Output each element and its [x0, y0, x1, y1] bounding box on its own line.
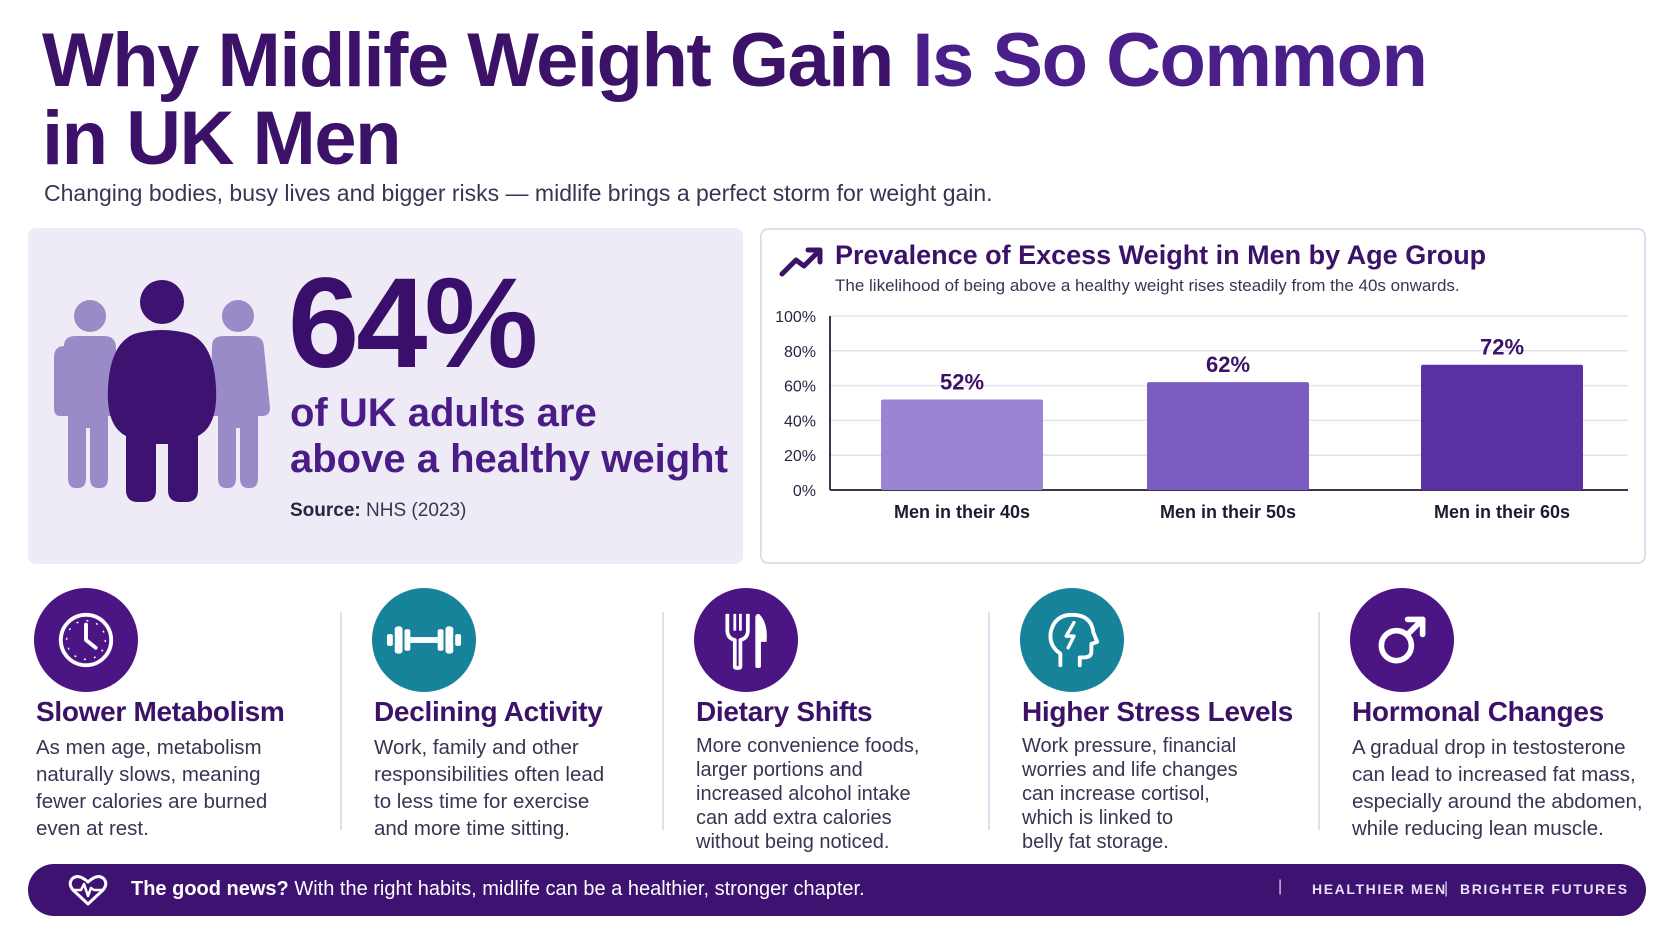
- clock-icon: [34, 588, 138, 692]
- factor-line: and more time sitting.: [374, 817, 570, 840]
- stat-line1: of UK adults are: [290, 391, 597, 435]
- factor-card: Dietary Shifts More convenience foods, lar…: [694, 588, 984, 856]
- factor-description: As men age, metabolism naturally slows, m…: [36, 734, 267, 842]
- factor-description: A gradual drop in testosterone can lead t…: [1352, 734, 1643, 842]
- factor-title: Declining Activity: [374, 696, 603, 727]
- factor-line: which is linked to: [1022, 807, 1174, 829]
- chart-title: Prevalence of Excess Weight in Men by Ag…: [835, 240, 1487, 270]
- factor-line: can lead to increased fat mass,: [1352, 763, 1636, 786]
- dumbbell-icon: [372, 588, 476, 692]
- bar-chart: 0% 20% 40% 60% 80% 100% 52% Men in their 40s 62%…: [775, 309, 1628, 522]
- factor-card: Higher Stress Levels Work pressure, finan…: [1020, 588, 1310, 856]
- factor-divider: [340, 612, 342, 830]
- page-subtitle: Changing bodies, busy lives and bigger r…: [44, 180, 993, 206]
- factor-line: larger portions and: [696, 759, 863, 781]
- factor-title: Slower Metabolism: [36, 696, 285, 727]
- factor-line: Work, family and other: [374, 736, 579, 759]
- factor-line: to less time for exercise: [374, 790, 590, 813]
- banner-tag-brighter: BRIGHTER FUTURES: [1460, 881, 1629, 897]
- factor-line: More convenience foods,: [696, 735, 920, 757]
- chart-card: Prevalence of Excess Weight in Men by Ag…: [760, 228, 1646, 564]
- y-tick-label: 60%: [784, 379, 816, 396]
- factor-line: can add extra calories: [696, 807, 892, 829]
- factor-line: fewer calories are burned: [36, 790, 268, 813]
- fork-knife-icon: [694, 588, 798, 692]
- stressed-head-icon: [1020, 588, 1124, 692]
- factor-description: Work, family and other responsibilities o…: [374, 734, 604, 842]
- factor-line: Work pressure, financial: [1022, 735, 1237, 757]
- chart-subtitle: The likelihood of being above a healthy …: [835, 276, 1460, 295]
- banner-tag-separator: |: [1444, 880, 1449, 897]
- banner-separator: |: [1278, 878, 1283, 895]
- factor-line: especially around the abdomen,: [1352, 790, 1643, 813]
- factor-divider: [988, 612, 990, 830]
- y-tick-label: 40%: [784, 413, 816, 430]
- stat-description: of UK adults are above a healthy weight: [290, 390, 730, 482]
- page-title: Why Midlife Weight Gain Is So Common in …: [42, 22, 1602, 178]
- factor-line: while reducing lean muscle.: [1352, 817, 1604, 840]
- bar: [1421, 364, 1583, 490]
- stat-card: 64% of UK adults are above a healthy wei…: [28, 228, 743, 564]
- title-line2: in UK Men: [42, 96, 402, 181]
- factors-row: Slower Metabolism As men age, metabolism n…: [0, 588, 1672, 858]
- factor-card: Hormonal Changes A gradual drop in testos…: [1350, 588, 1650, 856]
- x-tick-label: Men in their 40s: [894, 502, 1030, 522]
- factor-line: can increase cortisol,: [1022, 783, 1210, 805]
- factor-card: Declining Activity Work, family and other…: [372, 588, 662, 856]
- banner-lead: The good news?: [131, 878, 289, 900]
- y-tick-label: 80%: [784, 344, 816, 361]
- banner-body: With the right habits, midlife can be a …: [288, 878, 865, 900]
- stat-source: Source: NHS (2023): [290, 500, 466, 522]
- source-label: Source:: [290, 500, 361, 521]
- bar: [1147, 382, 1309, 490]
- title-strong: Why Midlife Weight Gain: [42, 18, 894, 103]
- source-value: NHS (2023): [366, 500, 467, 521]
- title-light: Is So Common: [912, 18, 1428, 103]
- bar-value-label: 72%: [1480, 335, 1524, 360]
- factor-line: belly fat storage.: [1022, 831, 1169, 853]
- x-tick-label: Men in their 50s: [1160, 502, 1296, 522]
- factor-line: without being noticed.: [696, 831, 890, 853]
- bar: [881, 399, 1043, 490]
- factor-line: As men age, metabolism: [36, 736, 262, 759]
- factor-description: More convenience foods, larger portions a…: [696, 734, 919, 854]
- factor-divider: [662, 612, 664, 830]
- factor-title: Higher Stress Levels: [1022, 696, 1294, 727]
- y-tick-label: 0%: [793, 483, 816, 500]
- banner-message: The good news? With the right habits, mi…: [131, 878, 865, 901]
- banner-tag-healthier: HEALTHIER MEN: [1312, 881, 1447, 897]
- stat-line2: above a healthy weight: [290, 437, 728, 481]
- male-symbol-icon: [1350, 588, 1454, 692]
- trend-up-icon: [779, 247, 823, 277]
- factor-line: even at rest.: [36, 817, 149, 840]
- footer-banner: The good news? With the right habits, mi…: [28, 864, 1646, 916]
- factor-line: naturally slows, meaning: [36, 763, 261, 786]
- x-tick-label: Men in their 60s: [1434, 502, 1570, 522]
- heart-pulse-icon: [68, 875, 108, 906]
- factor-card: Slower Metabolism As men age, metabolism n…: [34, 588, 324, 856]
- people-group-icon: [54, 280, 270, 502]
- factor-line: worries and life changes: [1022, 759, 1238, 781]
- factor-line: increased alcohol intake: [696, 783, 911, 805]
- factor-line: responsibilities often lead: [374, 763, 605, 786]
- stat-value: 64%: [288, 252, 538, 395]
- y-tick-label: 20%: [784, 448, 816, 465]
- bar-value-label: 52%: [940, 370, 984, 395]
- factor-line: A gradual drop in testosterone: [1352, 736, 1626, 759]
- factor-description: Work pressure, financial worries and life…: [1022, 734, 1238, 854]
- y-tick-label: 100%: [775, 309, 816, 326]
- factor-divider: [1318, 612, 1320, 830]
- bar-value-label: 62%: [1206, 352, 1250, 377]
- factor-title: Dietary Shifts: [696, 696, 873, 727]
- factor-title: Hormonal Changes: [1352, 696, 1604, 727]
